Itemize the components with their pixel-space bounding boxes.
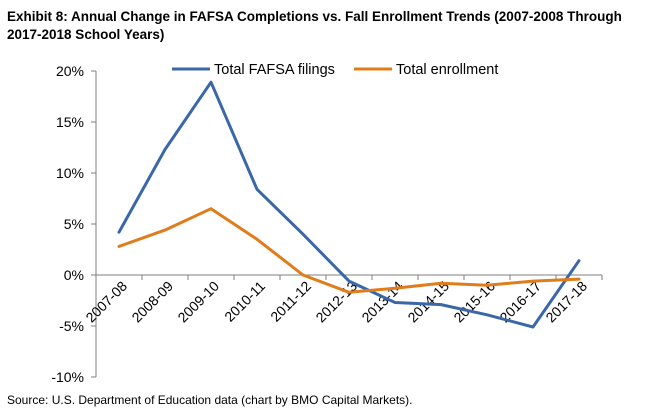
x-tick-label: 2011-12 — [267, 278, 314, 325]
series-line-fafsa-filings — [117, 80, 581, 329]
axes — [91, 70, 603, 378]
y-tick-label: -10% — [51, 369, 84, 385]
y-tick-label: 10% — [56, 165, 84, 181]
x-tick-label: 2007-08 — [82, 278, 130, 326]
y-tick-label: 20% — [56, 63, 84, 79]
x-tick-label: 2012-13 — [312, 278, 360, 326]
legend-label: Total enrollment — [396, 62, 498, 78]
y-tick-label: 0% — [64, 267, 84, 283]
x-tick-label: 2009-10 — [174, 278, 222, 326]
x-tick-label: 2008-09 — [128, 278, 176, 326]
y-tick-label: 15% — [56, 114, 84, 130]
y-axis-tick-labels: -10% -5% 0% 5% 10% 15% 20% — [51, 63, 84, 385]
y-tick-label: -5% — [59, 318, 84, 334]
y-tick-label: 5% — [64, 216, 84, 232]
series-lines — [117, 80, 581, 329]
chart-title: Exhibit 8: Annual Change in FAFSA Comple… — [7, 9, 622, 42]
legend-label: Total FAFSA filings — [214, 62, 335, 78]
series-line-enrollment — [117, 207, 581, 294]
source-note: Source: U.S. Department of Education dat… — [7, 393, 413, 407]
legend: Total FAFSA filings Total enrollment — [172, 62, 498, 78]
x-tick-label: 2010-11 — [221, 278, 268, 325]
